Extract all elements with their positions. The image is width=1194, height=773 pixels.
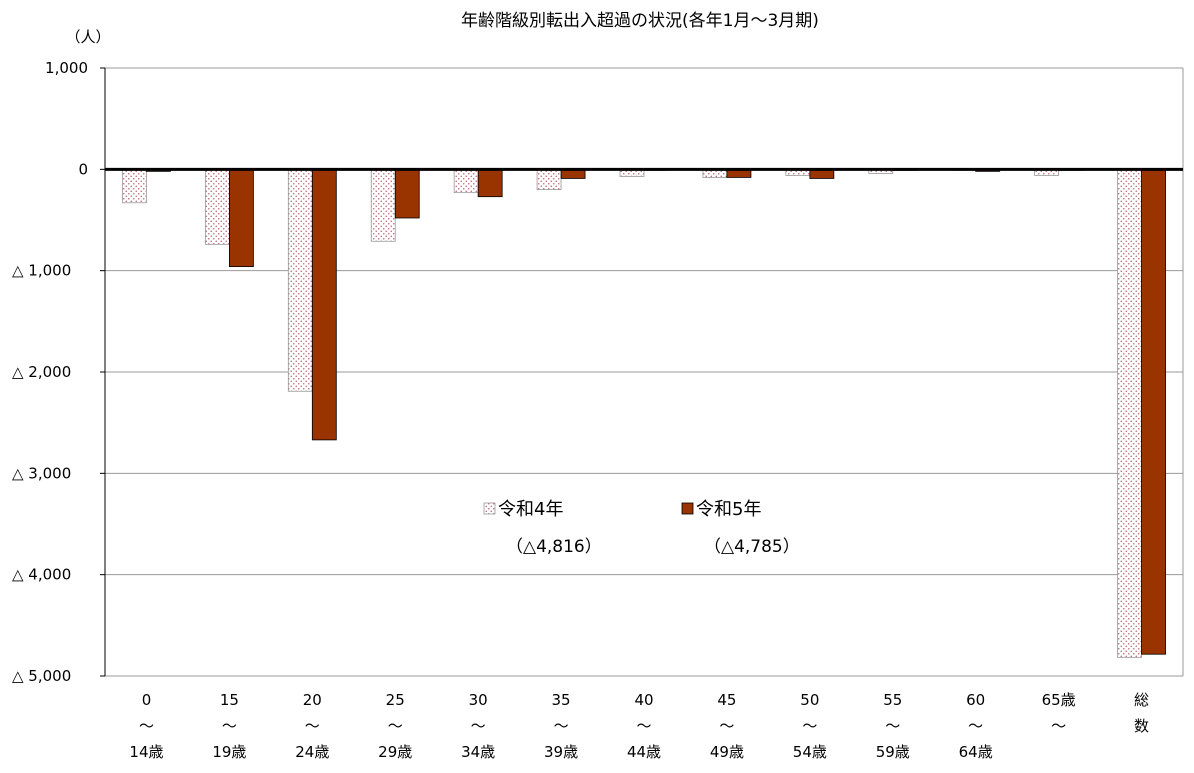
category-label: ～ xyxy=(139,717,154,735)
bar-series1 xyxy=(204,168,230,245)
category-label: 49歳 xyxy=(710,743,744,761)
y-tick-label: △ 3,000 xyxy=(12,464,71,482)
category-label: ～ xyxy=(388,717,403,735)
bar-series2 xyxy=(477,168,503,198)
bar-series2 xyxy=(228,168,254,268)
y-tick-label: △ 2,000 xyxy=(12,363,71,381)
unit-label: （人） xyxy=(65,28,110,46)
category-label: ～ xyxy=(968,717,983,735)
category-label: 50 xyxy=(800,691,819,709)
y-tick-label: 1,000 xyxy=(45,59,88,77)
category-label: 30 xyxy=(469,691,488,709)
category-label: ～ xyxy=(719,717,734,735)
category-label: 35 xyxy=(552,691,571,709)
category-label: 45 xyxy=(717,691,736,709)
y-tick-label: △ 5,000 xyxy=(12,667,71,685)
category-label: 40 xyxy=(634,691,653,709)
y-tick-label: △ 1,000 xyxy=(12,262,71,280)
bar-series1 xyxy=(1117,168,1142,658)
y-tick-label: 0 xyxy=(78,160,88,178)
category-label: 24歳 xyxy=(295,743,329,761)
category-label: ～ xyxy=(305,717,320,735)
category-label: 55 xyxy=(883,691,902,709)
legend-total: （△4,816） xyxy=(506,537,602,557)
bar-series1 xyxy=(453,168,479,194)
category-label: 25 xyxy=(386,691,405,709)
bar-series2 xyxy=(311,168,337,441)
bar-series2 xyxy=(1141,168,1166,655)
category-label: 20 xyxy=(303,691,322,709)
chart-title: 年齢階級別転出入超過の状況(各年1月～3月期) xyxy=(461,11,819,31)
legend-swatch xyxy=(483,502,496,515)
legend: 令和4年 （△4,816） 令和5年 （△4,785） xyxy=(483,499,800,557)
category-label: 14歳 xyxy=(129,743,163,761)
category-label: 54歳 xyxy=(793,743,827,761)
y-tick-label: △ 4,000 xyxy=(12,566,71,584)
category-label: ～ xyxy=(1051,717,1066,735)
category-label: 65歳 xyxy=(1042,691,1076,709)
category-label: 34歳 xyxy=(461,743,495,761)
legend-total: （△4,785） xyxy=(704,537,800,557)
category-label: ～ xyxy=(636,717,651,735)
category-label: 64歳 xyxy=(959,743,993,761)
bar-series1 xyxy=(287,168,313,392)
legend-swatch xyxy=(681,502,694,515)
category-label: 0 xyxy=(142,691,152,709)
category-label: 15 xyxy=(220,691,239,709)
bar-series1 xyxy=(122,168,147,204)
category-label: ～ xyxy=(471,717,486,735)
bar-series1 xyxy=(370,168,396,242)
category-label: 60 xyxy=(966,691,985,709)
category-label: 29歳 xyxy=(378,743,412,761)
category-label: ～ xyxy=(802,717,817,735)
legend-label: 令和5年 xyxy=(696,499,761,520)
category-label: 数 xyxy=(1134,717,1149,735)
legend-label: 令和4年 xyxy=(498,499,563,520)
category-label: 44歳 xyxy=(627,743,661,761)
bar-series1 xyxy=(536,168,562,190)
bar-series2 xyxy=(394,168,420,219)
category-label: 19歳 xyxy=(212,743,246,761)
category-label: 総 xyxy=(1134,691,1149,709)
category-label: 39歳 xyxy=(544,743,578,761)
category-label: ～ xyxy=(222,717,237,735)
category-label: ～ xyxy=(885,717,900,735)
category-label: ～ xyxy=(554,717,569,735)
category-label: 59歳 xyxy=(876,743,910,761)
